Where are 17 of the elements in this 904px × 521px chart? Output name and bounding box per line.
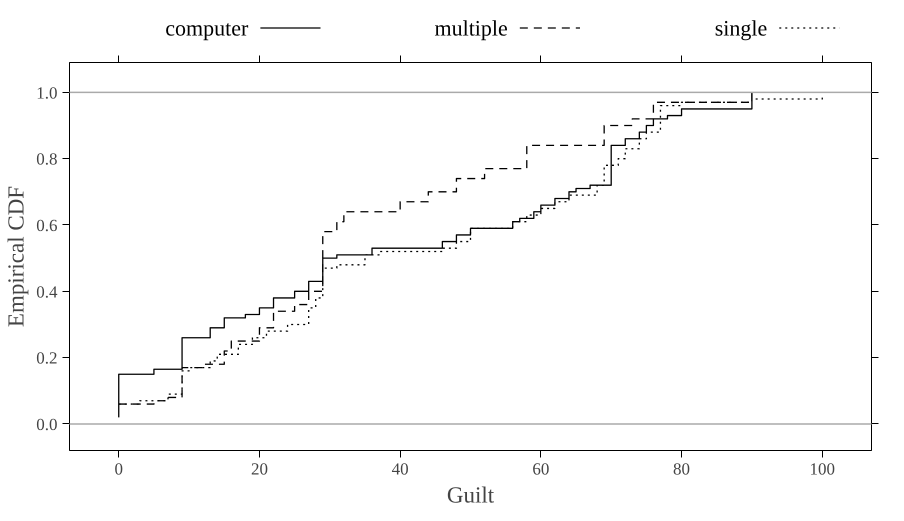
y-tick-label: 0.8: [36, 150, 58, 169]
x-tick-label: 0: [114, 460, 123, 478]
x-tick-label: 100: [810, 460, 836, 478]
x-axis-title: Guilt: [446, 482, 495, 508]
legend-label: computer: [165, 16, 250, 40]
x-tick-label: 40: [392, 460, 409, 478]
y-tick-label: 0.6: [36, 216, 58, 235]
legend-label: multiple: [434, 16, 508, 40]
y-axis-title: Empirical CDF: [3, 186, 28, 328]
x-tick-label: 60: [532, 460, 550, 478]
y-tick-label: 0.2: [36, 348, 58, 368]
y-tick-label: 0.4: [36, 282, 58, 302]
y-tick-label: 0.0: [36, 414, 58, 434]
x-tick-label: 80: [673, 460, 690, 478]
x-tick-label: 20: [250, 460, 268, 478]
legend-label: single: [714, 16, 768, 40]
y-tick-label: 1.0: [36, 83, 58, 102]
